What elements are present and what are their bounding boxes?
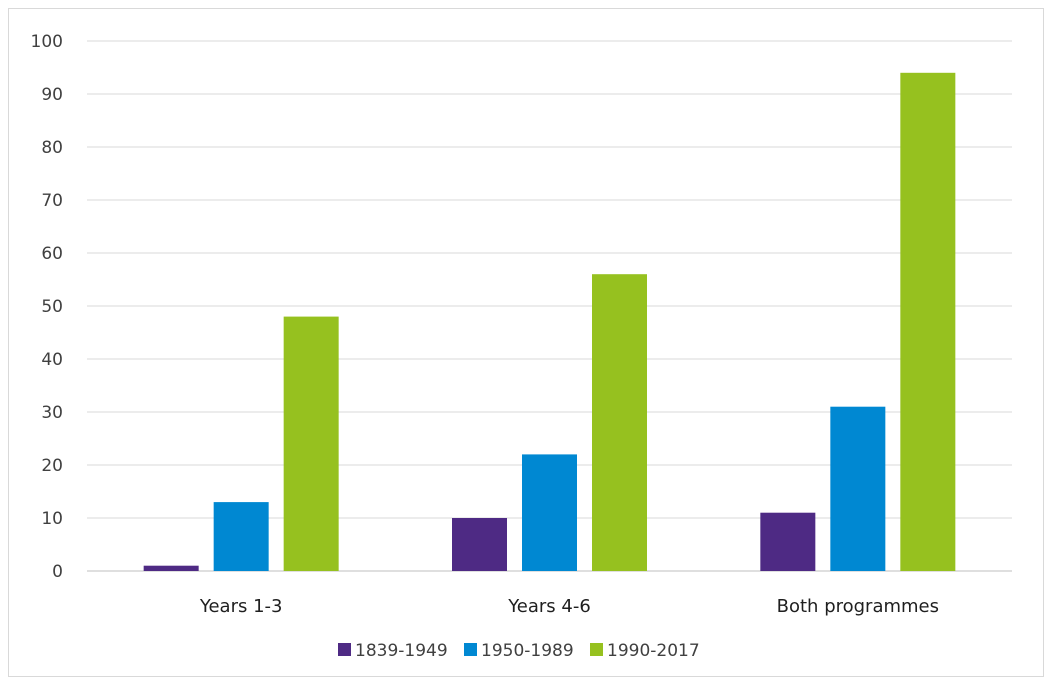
- y-tick-label: 10: [41, 509, 63, 529]
- y-tick-label: 40: [41, 350, 63, 370]
- y-tick-label: 30: [41, 403, 63, 423]
- bar: [214, 502, 269, 571]
- bar: [522, 454, 577, 571]
- category-label: Both programmes: [777, 596, 939, 617]
- y-tick-label: 20: [41, 456, 63, 476]
- bar: [760, 513, 815, 571]
- legend-swatch: [464, 643, 477, 656]
- legend-swatch: [338, 643, 351, 656]
- bar: [284, 317, 339, 571]
- y-tick-label: 70: [41, 191, 63, 211]
- bar: [592, 274, 647, 571]
- y-tick-label: 100: [31, 32, 63, 52]
- bar: [452, 518, 507, 571]
- legend-label: 1990-2017: [607, 641, 700, 661]
- legend-swatch: [590, 643, 603, 656]
- bar: [830, 407, 885, 571]
- bar: [900, 73, 955, 571]
- category-label: Years 4-6: [507, 596, 591, 617]
- y-tick-label: 80: [41, 138, 63, 158]
- bar: [144, 566, 199, 571]
- y-tick-label: 50: [41, 297, 63, 317]
- y-tick-label: 90: [41, 85, 63, 105]
- category-label: Years 1-3: [199, 596, 283, 617]
- y-tick-label: 60: [41, 244, 63, 264]
- legend-label: 1950-1989: [481, 641, 574, 661]
- legend-label: 1839-1949: [355, 641, 448, 661]
- y-tick-label: 0: [52, 562, 63, 582]
